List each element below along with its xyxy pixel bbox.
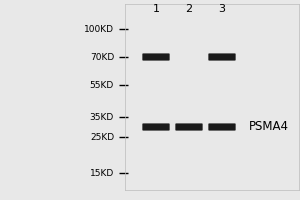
- Text: 15KD: 15KD: [90, 168, 114, 178]
- Text: 35KD: 35KD: [90, 112, 114, 121]
- FancyBboxPatch shape: [208, 123, 236, 131]
- FancyBboxPatch shape: [142, 123, 170, 131]
- FancyBboxPatch shape: [208, 53, 236, 61]
- Text: 70KD: 70KD: [90, 52, 114, 62]
- Text: 25KD: 25KD: [90, 132, 114, 142]
- FancyBboxPatch shape: [175, 123, 203, 131]
- Text: 2: 2: [185, 4, 193, 14]
- Text: PSMA4: PSMA4: [249, 120, 289, 134]
- Text: 3: 3: [218, 4, 226, 14]
- Text: 100KD: 100KD: [84, 24, 114, 33]
- Text: 1: 1: [152, 4, 160, 14]
- FancyBboxPatch shape: [142, 53, 170, 61]
- Text: 55KD: 55KD: [90, 81, 114, 90]
